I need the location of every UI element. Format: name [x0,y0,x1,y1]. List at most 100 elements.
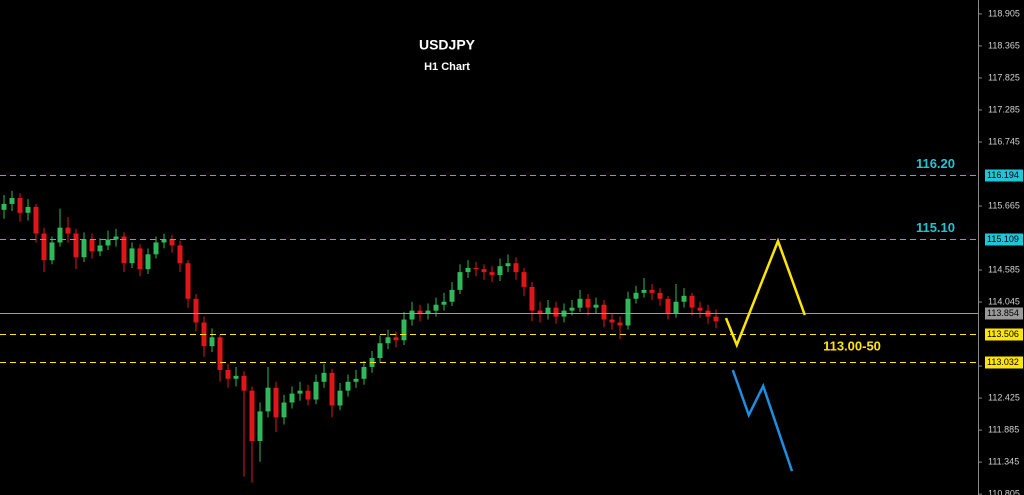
candle-body [689,295,695,308]
candle-body [49,242,55,261]
level-value: 113.854 [987,308,1019,318]
candle-body [377,343,383,359]
candle-body [513,263,519,273]
candle-body [169,239,175,246]
y-tick-label: 111.885 [988,424,1019,434]
candle-body [137,248,143,270]
candle-body [153,242,159,255]
y-tick-label: 118.905 [988,8,1020,18]
candle-body [73,233,79,258]
candle-body [337,390,343,406]
candle-body [489,272,495,276]
candle-body [353,378,359,382]
candle-body [465,267,471,273]
y-tick-label: 116.745 [988,136,1020,146]
candle-body [657,292,663,299]
level-label: 115.10 [916,220,955,235]
candle-body [233,375,239,379]
candle-body [697,307,703,311]
candle-body [345,381,351,391]
level-box [985,233,1023,246]
candle-body [25,206,31,213]
candle-body [473,267,479,270]
candle-body [617,322,623,326]
level-value: 113.506 [987,329,1019,339]
candle-body [289,393,295,403]
candle-body [257,411,263,442]
candle-body [545,307,551,314]
candle-body [273,387,279,418]
candle-body [193,298,199,323]
candle-body [713,316,719,322]
candle-body [209,337,215,347]
annotation: 113.00-50 [823,338,881,353]
candle-body [625,298,631,326]
candle-body [321,372,327,382]
candle-body [641,289,647,293]
candle-body [17,198,23,213]
candle-body [401,319,407,341]
candle-body [609,319,615,323]
candle-body [97,245,103,252]
level-value: 115.109 [987,234,1019,244]
projection-line [731,369,794,472]
candle-body [593,304,599,308]
candle-body [129,248,135,264]
y-tick-label: 117.825 [988,72,1020,82]
candle-body [601,304,607,320]
candle-body [497,266,503,276]
y-tick-label: 117.285 [988,104,1020,114]
candle-body [89,239,95,252]
level-box [985,169,1023,182]
candle-body [449,289,455,302]
candle-body [145,254,151,270]
candle-body [569,307,575,311]
chart-subtitle: H1 Chart [424,61,470,73]
candle-body [673,301,679,314]
candle-body [441,301,447,305]
candle-body [417,310,423,314]
candle-body [665,298,671,314]
candle-body [529,286,535,311]
candle-body [241,375,247,391]
candle-body [81,239,87,258]
candle-body [65,227,71,234]
candle-body [265,387,271,412]
candle-body [217,337,223,370]
candle-body [121,236,127,264]
candle-body [41,233,47,261]
candle-body [33,206,39,234]
candle-body [105,239,111,246]
candle-body [505,263,511,267]
candle-body [297,390,303,394]
candle-body [457,272,463,290]
candle-body [433,304,439,311]
candle-body [1,203,7,210]
candle-body [185,263,191,299]
candle-body [9,198,15,204]
candle-body [681,295,687,302]
candle-body [113,236,119,240]
candle-body [329,372,335,406]
candle-body [553,307,559,317]
level-label: 116.20 [916,156,955,171]
level-value: 116.194 [987,170,1019,180]
y-tick-label: 115.665 [988,200,1020,210]
candle-body [585,298,591,308]
candle-body [537,310,543,314]
candle-body [361,366,367,379]
chart-title: USDJPY [419,37,476,53]
candle-body [393,337,399,341]
candle-body [481,269,487,273]
candle-body [225,369,231,379]
candle-body [425,310,431,314]
candle-body [633,292,639,299]
y-tick-label: 118.365 [988,40,1020,50]
candle-body [161,239,167,243]
candle-body [281,402,287,418]
candle-body [409,310,415,320]
level-box [985,356,1023,369]
y-tick-label: 114.045 [988,296,1020,306]
